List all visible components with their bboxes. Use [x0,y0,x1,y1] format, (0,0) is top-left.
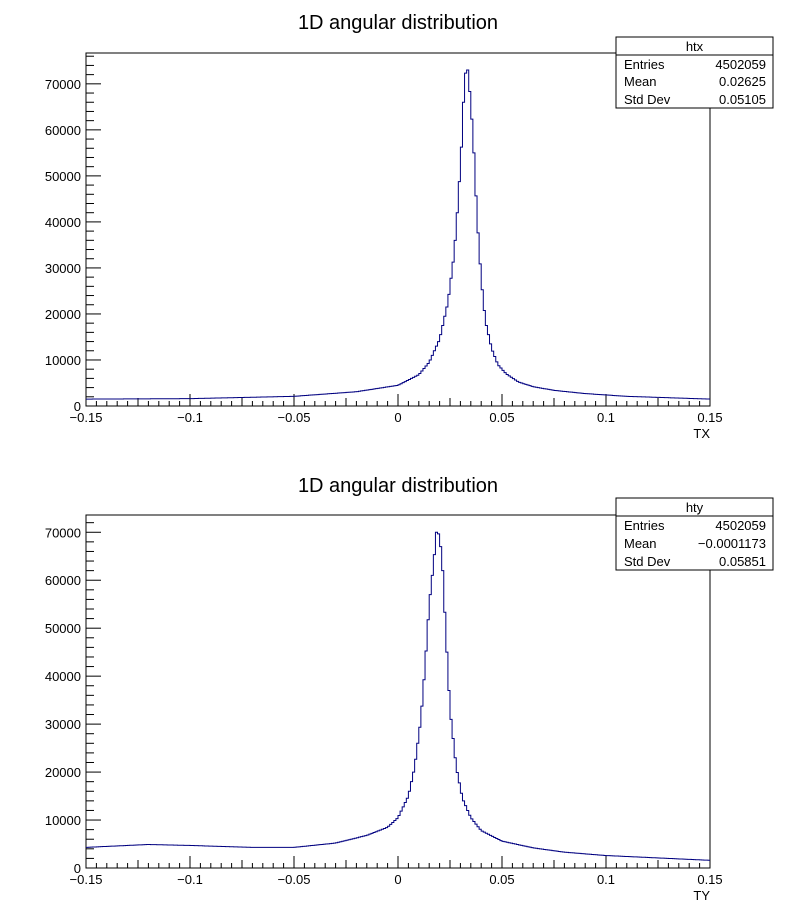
histogram-panel-tx: 1D angular distribution 0 10000 20000 30000… [45,12,774,441]
y-tick-label: 50000 [45,621,81,636]
stats-value: 0.05105 [719,92,766,107]
stats-value: −0.0001173 [698,536,766,551]
y-tick-label: 20000 [45,765,81,780]
y-axis: 0 10000 20000 30000 40000 50000 60000 70000 [45,53,101,414]
stats-label: Mean [624,74,657,89]
x-tick-label: −0.1 [177,872,203,887]
y-tick-label: 50000 [45,169,81,184]
stats-title: hty [686,500,704,515]
y-tick-label: 70000 [45,525,81,540]
stats-value: 0.05851 [719,554,766,569]
stats-box: htx Entries 4502059 Mean 0.02625 Std Dev… [615,36,774,109]
y-tick-label: 60000 [45,123,81,138]
y-tick-label: 10000 [45,813,81,828]
y-tick-label: 0 [74,399,81,414]
y-tick-label: 40000 [45,669,81,684]
stats-value: 4502059 [715,57,766,72]
stats-label: Entries [624,518,665,533]
x-tick-label: 0 [394,410,401,425]
x-tick-label: 0.05 [489,872,514,887]
y-tick-label: 10000 [45,353,81,368]
y-tick-label: 40000 [45,215,81,230]
x-axis-label: TX [693,426,710,441]
chart-title: 1D angular distribution [298,12,498,34]
x-tick-label: 0.1 [597,410,615,425]
x-tick-label: 0 [394,872,401,887]
x-tick-label: −0.1 [177,410,203,425]
x-axis-label: TY [693,888,710,903]
histogram-panel-ty: 1D angular distribution 0 10000 20000 30000… [45,475,774,903]
x-tick-label: −0.15 [70,872,103,887]
x-tick-label: 0.1 [597,872,615,887]
stats-label: Mean [624,536,657,551]
histogram-line [86,531,710,861]
stats-value: 0.02625 [719,74,766,89]
stats-label: Std Dev [624,92,671,107]
x-tick-label: 0.15 [697,872,722,887]
x-tick-label: 0.15 [697,410,722,425]
y-tick-label: 30000 [45,261,81,276]
y-tick-label: 20000 [45,307,81,322]
x-tick-label: −0.05 [278,872,311,887]
stats-box-frame [615,36,774,109]
stats-box: hty Entries 4502059 Mean −0.0001173 Std … [615,497,774,571]
stats-label: Std Dev [624,554,671,569]
stats-value: 4502059 [715,518,766,533]
stats-box-frame [615,497,774,571]
y-tick-label: 0 [74,861,81,876]
stats-title: htx [686,39,704,54]
x-tick-label: −0.05 [278,410,311,425]
y-axis: 0 10000 20000 30000 40000 50000 60000 70000 [45,515,101,876]
histogram-line [86,69,710,400]
x-axis: −0.15 −0.1 −0.05 0 0.05 0.1 0.15 [70,856,723,887]
y-tick-label: 30000 [45,717,81,732]
x-tick-label: −0.15 [70,410,103,425]
y-tick-label: 60000 [45,573,81,588]
stats-label: Entries [624,57,665,72]
y-tick-label: 70000 [45,77,81,92]
chart-title: 1D angular distribution [298,475,498,497]
x-tick-label: 0.05 [489,410,514,425]
x-axis: −0.15 −0.1 −0.05 0 0.05 0.1 0.15 [70,394,723,425]
